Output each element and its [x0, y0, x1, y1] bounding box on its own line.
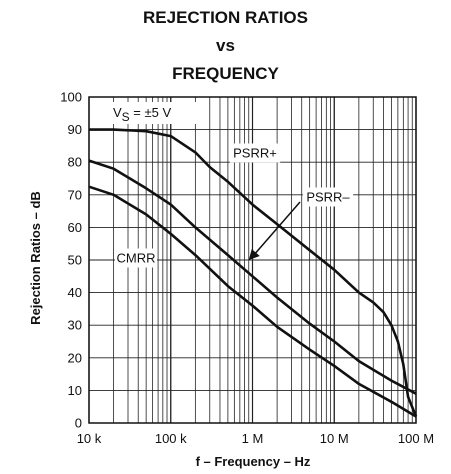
y-tick-label: 10: [68, 383, 82, 398]
chart-title-line-2: vs: [216, 36, 235, 55]
y-tick-label: 100: [60, 90, 82, 105]
chart-title-line-1: REJECTION RATIOS: [143, 8, 308, 27]
y-tick-label: 50: [68, 253, 82, 268]
series-label-psrr-plus: PSRR+: [233, 146, 277, 161]
chart-tick-labels: 0 10 20 30 40 50 60 70 80 90 100 10 k 100 k 1 M 10 M 10…: [60, 90, 434, 447]
y-tick-label: 40: [68, 285, 82, 300]
series-label-cmrr: CMRR: [117, 251, 156, 266]
annotation-arrow-line: [254, 201, 301, 255]
series-line-cmrr: [88, 185, 417, 418]
y-tick-label: 90: [68, 122, 82, 137]
chart-title-line-3: FREQUENCY: [172, 64, 279, 83]
series-line-psrr: [88, 159, 417, 395]
y-tick-label: 70: [68, 187, 82, 202]
y-tick-label: 0: [75, 416, 82, 431]
series-label-psrr-minus-group: PSRR–: [302, 187, 354, 207]
condition-label-group: VS = ±5 V: [110, 102, 200, 124]
series-label-psrr-plus-background: [229, 143, 281, 163]
condition-label-background: [110, 102, 200, 124]
annotation-arrow-head: [248, 249, 260, 260]
x-tick-label: 100 M: [398, 431, 434, 446]
series-label-cmrr-background: [114, 248, 158, 268]
x-tick-label: 1 M: [242, 431, 264, 446]
condition-label: VS = ±5 V: [113, 105, 171, 124]
series-line-psrr: [89, 128, 418, 417]
x-tick-label: 10 k: [77, 431, 102, 446]
series-label-psrr-plus-group: PSRR+: [229, 143, 281, 163]
y-axis-label: Rejection Ratios – dB: [28, 191, 43, 325]
y-tick-label: 80: [68, 155, 82, 170]
y-tick-label: 60: [68, 220, 82, 235]
x-tick-label: 100 k: [155, 431, 187, 446]
x-tick-label: 10 M: [320, 431, 349, 446]
y-tick-label: 30: [68, 318, 82, 333]
series-label-cmrr-group: CMRR: [114, 248, 158, 268]
series-label-psrr-minus-background: [302, 187, 354, 207]
x-axis-label: f – Frequency – Hz: [196, 454, 311, 469]
chart-curves: [88, 128, 418, 418]
plot-frame: [88, 96, 417, 424]
series-label-psrr-minus: PSRR–: [306, 190, 350, 205]
chart-labels: PSRR+ PSRR– CMRR VS = ±5 V: [110, 102, 354, 268]
y-tick-label: 20: [68, 350, 82, 365]
